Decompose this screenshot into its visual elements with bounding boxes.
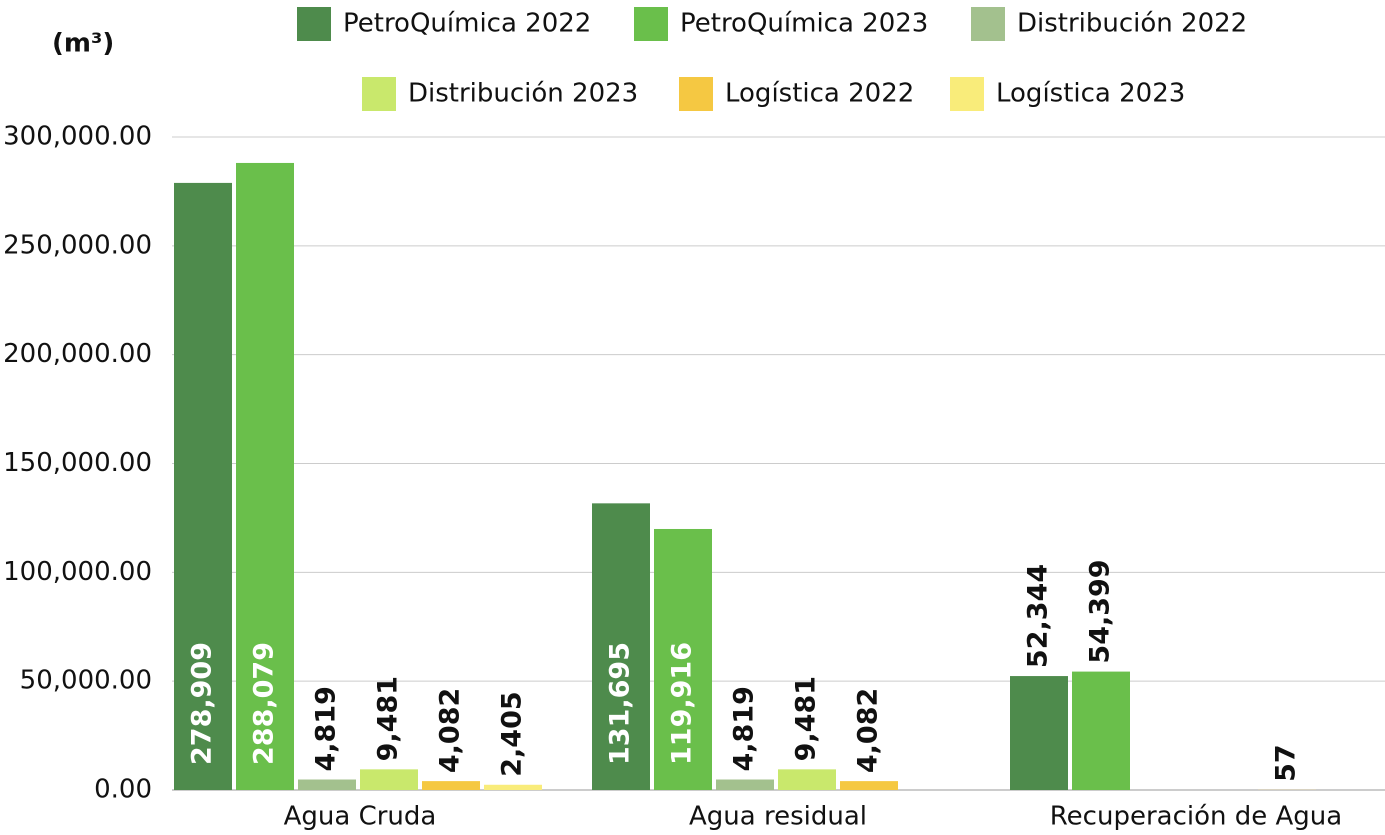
value-label: 9,481 [791, 676, 822, 761]
bar [1010, 676, 1068, 790]
legend-label: PetroQuímica 2022 [343, 9, 591, 39]
bar [174, 182, 232, 790]
legend-label: Logística 2023 [996, 79, 1185, 109]
bar [592, 503, 650, 790]
y-tick-label: 150,000.00 [3, 448, 152, 478]
y-axis-label: (m³) [52, 29, 114, 59]
y-tick-label: 250,000.00 [3, 230, 152, 260]
bar [360, 769, 418, 790]
bar [840, 781, 898, 790]
legend-label: Distribución 2023 [408, 79, 638, 109]
value-label: 52,344 [1023, 564, 1054, 668]
value-label: 4,819 [311, 686, 342, 771]
legend-label: Distribución 2022 [1017, 9, 1247, 39]
bar [236, 162, 294, 790]
bar [654, 528, 712, 790]
value-label: 4,819 [729, 686, 760, 771]
y-tick-label: 50,000.00 [20, 666, 152, 696]
legend-swatch [362, 77, 396, 111]
legend-label: Logística 2022 [725, 79, 914, 109]
value-label: 119,916 [667, 642, 698, 765]
value-label: 57 [1271, 744, 1302, 782]
value-label: 278,909 [187, 642, 218, 765]
legend-swatch [971, 7, 1005, 41]
legend-swatch [950, 77, 984, 111]
legend-label: PetroQuímica 2023 [680, 9, 928, 39]
bar [298, 779, 356, 790]
value-label: 4,082 [853, 688, 884, 773]
x-tick-label: Agua Cruda [284, 802, 437, 832]
bar [778, 769, 836, 790]
bar [484, 784, 542, 790]
x-tick-label: Recuperación de Agua [1050, 802, 1342, 832]
y-tick-label: 100,000.00 [3, 557, 152, 587]
bar [1072, 671, 1130, 790]
value-label: 288,079 [249, 642, 280, 765]
value-label: 131,695 [605, 642, 636, 765]
y-tick-label: 0.00 [94, 775, 152, 805]
bar [422, 781, 480, 790]
x-tick-label: Agua residual [689, 802, 867, 832]
value-label: 54,399 [1085, 559, 1116, 663]
value-label: 9,481 [373, 676, 404, 761]
bar [716, 779, 774, 790]
y-tick-label: 300,000.00 [3, 122, 152, 152]
value-label: 4,082 [435, 688, 466, 773]
value-label: 2,405 [497, 691, 528, 776]
legend-swatch [679, 77, 713, 111]
legend-swatch [634, 7, 668, 41]
y-tick-label: 200,000.00 [3, 339, 152, 369]
legend-swatch [297, 7, 331, 41]
